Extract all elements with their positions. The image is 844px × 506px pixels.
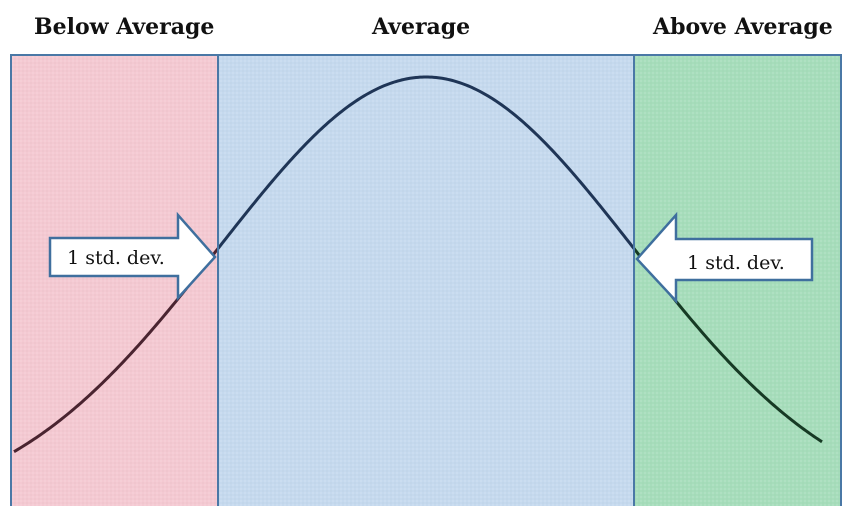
left-arrow-label: 1 std. dev.: [67, 247, 165, 269]
left-arrow-icon: [635, 211, 814, 305]
right-std-dev-arrow: 1 std. dev.: [635, 211, 814, 305]
below-average-label: Below Average: [34, 14, 215, 40]
bell-curve-left-tail: [13, 246, 218, 453]
left-std-dev-arrow: 1 std. dev.: [48, 211, 217, 302]
right-arrow-icon: [48, 211, 217, 302]
right-arrow-label: 1 std. dev.: [687, 252, 785, 274]
bell-curve-center: [218, 75, 634, 251]
average-label: Average: [372, 14, 471, 40]
above-average-label: Above Average: [653, 14, 833, 40]
bell-curve-right-tail: [634, 246, 823, 444]
